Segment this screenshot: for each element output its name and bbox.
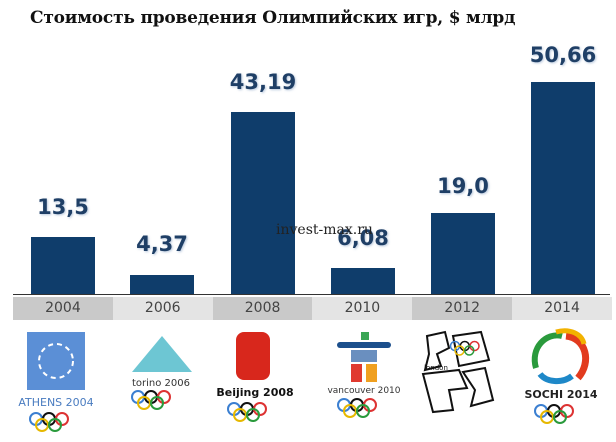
bar-2004 — [31, 237, 95, 294]
olympic-rings-icon — [449, 340, 491, 358]
value-label-2012: 19,0 — [437, 174, 489, 198]
year-label: 2006 — [112, 297, 213, 320]
logo-caption: london — [424, 364, 448, 372]
olive-wreath-icon — [27, 332, 85, 390]
sochi-2014-logo: SOCHI 2014 — [516, 326, 606, 436]
year-label: 2014 — [512, 297, 612, 320]
bar-2012 — [431, 213, 495, 294]
value-label-2010: 6,08 — [337, 226, 389, 250]
athens-2004-logo: ATHENS 2004 — [18, 326, 110, 436]
olympic-rings-icon — [29, 412, 83, 434]
london-2012-logo: london — [415, 326, 505, 436]
year-label: 2012 — [412, 297, 513, 320]
olympic-rings-icon — [131, 390, 185, 412]
vancouver-2010-logo: vancouver 2010 — [323, 326, 413, 436]
value-label-2006: 4,37 — [136, 232, 188, 256]
value-label-2008: 43,19 — [229, 70, 297, 94]
bar-2006 — [130, 275, 194, 294]
inukshuk-icon — [337, 332, 391, 384]
value-label-2004: 13,5 — [37, 195, 89, 219]
dancing-beijing-icon — [236, 332, 270, 380]
olympic-rings-icon — [534, 404, 588, 426]
year-label: 2010 — [312, 297, 413, 320]
value-label-2014: 50,66 — [529, 43, 597, 67]
logo-caption: vancouver 2010 — [327, 386, 401, 396]
firebird-icon — [531, 328, 590, 384]
bar-2014 — [531, 82, 595, 294]
logo-caption: torino 2006 — [131, 378, 190, 389]
year-label: 2004 — [13, 297, 113, 320]
logo-caption: ATHENS 2004 — [18, 396, 94, 409]
chart-title: Стоимость проведения Олимпийских игр, $ … — [30, 8, 516, 28]
logo-caption: Beijing 2008 — [216, 386, 294, 399]
x-axis-line — [13, 294, 610, 295]
bar-2010 — [331, 268, 395, 294]
torino-2006-logo: torino 2006 — [118, 326, 208, 436]
bar-2008 — [231, 112, 295, 294]
mountain-icon — [132, 336, 192, 372]
year-label: 2008 — [212, 297, 313, 320]
x-axis-labels: 2004 2006 2008 2010 2012 2014 — [13, 297, 612, 320]
olympic-rings-icon — [337, 398, 391, 420]
watermark: invest-max.ru — [276, 222, 373, 238]
logo-caption: SOCHI 2014 — [524, 388, 598, 401]
olympic-rings-icon — [227, 402, 281, 424]
beijing-2008-logo: Beijing 2008 — [210, 326, 300, 436]
